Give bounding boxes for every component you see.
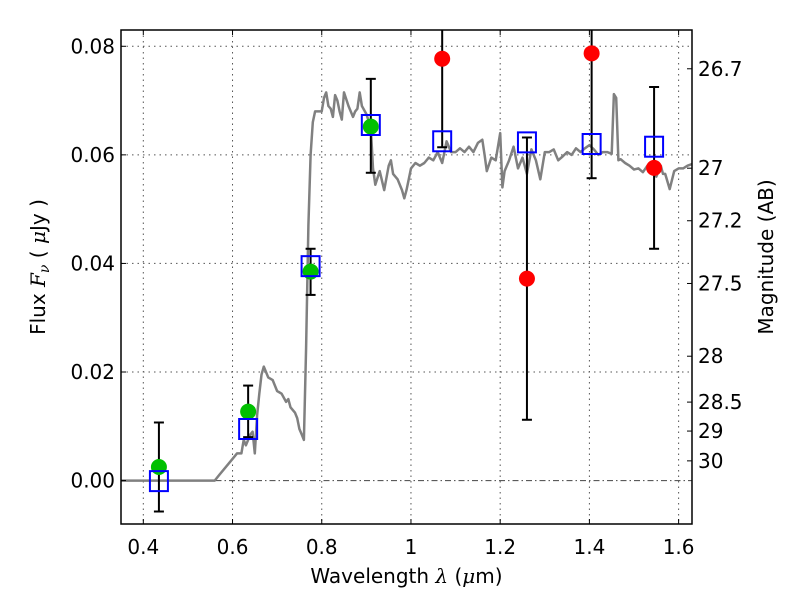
y-axis-mu: μ: [26, 231, 50, 244]
errorbar: [437, 30, 448, 149]
axis-ticks: [121, 30, 692, 524]
y-axis-nu: ν: [37, 264, 53, 273]
x-axis-title-suffix: m): [475, 564, 502, 588]
upper-limit-point: [583, 45, 600, 62]
x-tick-label: 1: [405, 535, 418, 559]
y-axis-title-suffix: Jy ): [26, 199, 50, 233]
model-photometry-square: [432, 130, 453, 153]
model-photometry-square: [644, 135, 665, 158]
plot-area: [121, 30, 692, 524]
y-tick-label: 0.06: [70, 143, 115, 167]
x-tick-label: 0.4: [127, 535, 159, 559]
y-axis-F: F: [26, 272, 50, 288]
upper-limit-point: [518, 270, 535, 287]
plot-content: [121, 30, 692, 513]
detected-flux-point: [240, 403, 257, 420]
model-photometry-points: [148, 114, 665, 493]
x-axis-lambda: λ: [434, 564, 448, 588]
model-photometry-square: [360, 114, 381, 136]
plot-frame: [120, 29, 693, 525]
x-tick-label: 1.4: [573, 535, 605, 559]
errorbar: [586, 30, 597, 180]
y2-axis-title: Magnitude (AB): [754, 179, 778, 334]
y-axis-title-mid: (: [26, 244, 50, 265]
y2-tick-label: 26.7: [698, 57, 743, 81]
model-photometry-square: [238, 418, 259, 440]
x-axis-title-prefix: Wavelength: [310, 564, 435, 588]
y2-tick-labels: 26.7 27 27.2 27.5 28 28.5 29 30: [698, 57, 743, 473]
upper-limit-point: [434, 50, 451, 67]
x-axis-title-mid: (: [448, 564, 462, 588]
y-tick-label: 0.02: [70, 360, 115, 384]
model-photometry-square: [148, 470, 169, 493]
x-tick-label: 1.2: [484, 535, 516, 559]
detected-flux-point: [362, 118, 379, 135]
y2-tick-label: 29: [698, 419, 723, 443]
x-axis-mu: μ: [462, 564, 475, 588]
x-axis-title: Wavelength λ (μm): [310, 564, 502, 588]
detected-flux-point: [302, 263, 319, 280]
y2-tick-label: 30: [698, 449, 723, 473]
y-tick-label: 0.04: [70, 251, 115, 275]
model-photometry-square: [516, 131, 537, 154]
y-tick-labels: 0.00 0.02 0.04 0.06 0.08: [70, 34, 115, 492]
y-tick-label: 0.08: [70, 34, 115, 58]
x-tick-labels: 0.4 0.6 0.8 1 1.2 1.4 1.6: [127, 535, 694, 559]
x-tick-label: 1.6: [663, 535, 695, 559]
model-sed-line: [121, 91, 692, 482]
y2-tick-label: 28.5: [698, 390, 743, 414]
model-photometry-square: [300, 255, 321, 278]
model-photometry-square: [581, 133, 602, 155]
x-tick-label: 0.8: [306, 535, 338, 559]
y2-tick-label: 27: [698, 156, 723, 180]
y-axis-title: Flux Fν ( μJy ): [26, 199, 53, 335]
y2-tick-label: 27.2: [698, 209, 743, 233]
y-tick-label: 0.00: [70, 469, 115, 493]
y2-tick-label: 27.5: [698, 271, 743, 295]
detected-flux-point: [150, 459, 167, 475]
x-tick-label: 0.6: [217, 535, 249, 559]
y-axis-title-prefix: Flux: [26, 287, 50, 335]
upper-limit-point: [646, 159, 663, 176]
y2-tick-label: 28: [698, 344, 723, 368]
